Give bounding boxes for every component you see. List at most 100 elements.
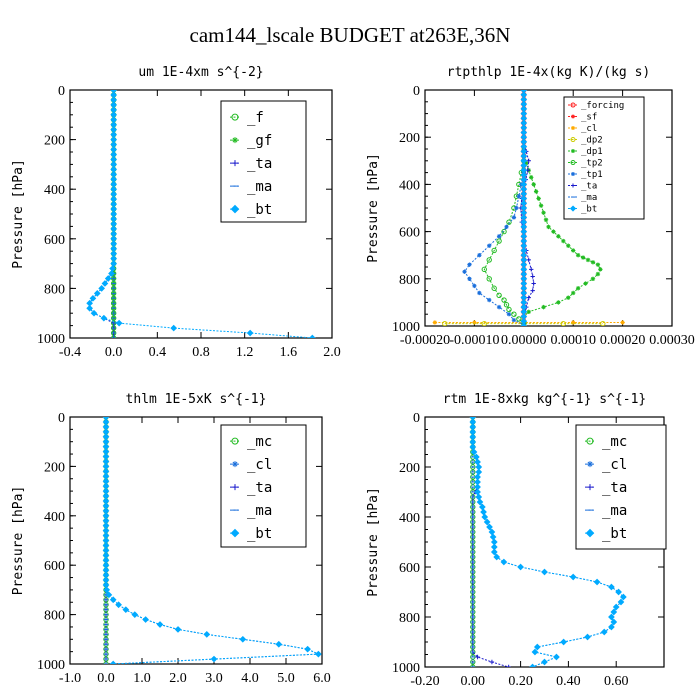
panel-4-point-bt	[615, 588, 622, 596]
panel-1-xtick-label: 0.0	[105, 345, 123, 360]
panel-3-legend-marker	[232, 484, 238, 491]
panel-2-point-cl	[472, 320, 477, 325]
panel-2-point-tp1	[511, 215, 517, 220]
panel-2-point-dp1	[531, 182, 536, 187]
panel-2-point-tp1	[467, 262, 472, 267]
panel-2-legend-label: _bt	[581, 205, 597, 215]
panel-4-xtick-label: -0.20	[410, 674, 439, 689]
panel-2-point-tp1	[487, 243, 492, 248]
panel-3-point-bt	[115, 601, 122, 609]
panel-2-point-dp1	[598, 267, 603, 272]
panel-2-legend-label: _cl	[581, 124, 597, 134]
panel-3-xtick-label: 5.0	[277, 671, 295, 686]
panel-2-legend	[563, 96, 645, 220]
panel-1-point-bt	[98, 285, 106, 292]
panel-2-ytick-label: 400	[399, 178, 420, 193]
panel-3-point-bt	[131, 611, 139, 618]
panel-2-xtick-label: 0.00000	[501, 333, 547, 348]
panel-3-point-bt	[156, 621, 164, 628]
panel-4-point-bt	[474, 488, 481, 496]
panel-2-point-dp1	[526, 309, 531, 315]
panel-2-point-dp1	[524, 160, 529, 166]
panel-2-point-tp2	[491, 247, 497, 254]
panel-3-point-bt	[315, 650, 322, 658]
panel-1-point-bt	[90, 309, 98, 317]
panel-2-point-dp2	[600, 320, 606, 326]
panel-1-legend-label: _ta	[247, 156, 272, 172]
panel-1-xtick-label: 0.4	[149, 345, 167, 360]
panel-2-legend-label: _ma	[581, 193, 597, 203]
panel-2-series-dp1-line	[523, 141, 601, 317]
panel-4-ytick-label: 0	[413, 411, 420, 426]
panel-4-legend-label: _ma	[602, 503, 627, 519]
panel-2-xtick-label: 0.00010	[550, 333, 596, 348]
panel-4-legend-label: _bt	[602, 526, 627, 542]
panel-3-point-bt	[109, 596, 117, 604]
panel-2-point-ta	[530, 274, 535, 279]
panel-4-point-bt	[479, 503, 486, 511]
panel-2-point-tp1	[511, 317, 517, 323]
panel-2-point-dp1	[556, 234, 561, 239]
panel-2-point-bt	[520, 322, 528, 326]
panel-2-point-tp2	[503, 302, 510, 308]
panel-4-point-bt	[517, 563, 524, 571]
panel-4-point-bt	[490, 548, 498, 556]
panel-1-point-bt	[309, 334, 316, 338]
panel-3: thlm 1E-5xK s^{-1} Pressure [hPa] 0 200 400 6…	[11, 392, 331, 686]
panel-2-legend-label: _dp1	[581, 147, 603, 157]
panel-2-ytick-label: 0	[413, 84, 420, 99]
panel-2-point-tp2	[516, 316, 522, 322]
panel-4-series-group	[469, 417, 627, 667]
panel-2-point-dp1	[546, 224, 551, 230]
panel-3-ytick-label: 200	[44, 460, 65, 475]
panel-2-point-dp1	[556, 300, 561, 305]
panel-2-point-dp1	[583, 281, 588, 286]
panel-2-legend-label: _tp2	[581, 159, 603, 169]
panel-2-point-tp2	[481, 266, 487, 273]
panel-1-legend-marker	[232, 137, 238, 144]
panel-4-point-ta	[506, 664, 511, 667]
panel-4-xtick-label: 0.40	[556, 674, 581, 689]
panel-2-xtick-label: -0.00010	[449, 333, 499, 348]
panel-4-point-bt	[483, 518, 491, 526]
panel-2-ytick-label: 1000	[392, 320, 420, 335]
panel-4-point-bt	[541, 568, 548, 576]
panel-4-point-bt	[486, 523, 493, 531]
panel-2-point-dp1	[566, 295, 571, 300]
panel-1-point-bt	[170, 324, 178, 332]
panel-3-legend-label: _ma	[247, 503, 272, 519]
panel-3-legend-label: _cl	[247, 457, 272, 473]
panel-2-legend-marker	[569, 205, 577, 212]
panel-4-ytick-label: 1000	[392, 661, 420, 676]
panel-2-point-dp2	[442, 320, 448, 326]
panel-4-point-ta	[475, 654, 480, 660]
panel-1-point-bt	[109, 265, 116, 272]
panel-4-ylabel: Pressure [hPa]	[366, 487, 381, 597]
panel-2-point-tp1	[472, 283, 477, 289]
panel-2-point-dp1	[566, 243, 571, 248]
panel-4-point-bt	[476, 498, 484, 506]
panel-4-point-bt	[620, 593, 627, 601]
panel-2-point-tp1	[496, 304, 502, 310]
panel-2-point-tp1	[467, 276, 472, 281]
panel-3-legend-marker	[230, 528, 240, 538]
panel-4-ytick-label: 400	[399, 511, 420, 526]
panel-3-point-bt	[239, 635, 247, 643]
panel-4-ytick-label: 600	[399, 561, 420, 576]
panel-2-legend-marker	[570, 137, 576, 143]
panel-2-point-dp1	[541, 304, 546, 310]
panel-4-point-bt	[610, 618, 618, 626]
panel-1-legend-marker	[232, 160, 238, 167]
panel-2-point-tp2	[486, 257, 492, 263]
panel-4-point-bt	[610, 608, 618, 616]
panel-1-ytick-label: 600	[44, 233, 65, 248]
panel-3-series-group	[102, 417, 322, 664]
panel-1-ylabel: Pressure [hPa]	[11, 159, 26, 269]
panel-2-point-ta	[526, 158, 531, 163]
panel-1-series-group	[86, 90, 316, 338]
panel-4-legend-marker	[587, 461, 593, 468]
panel-1-ytick-label: 800	[44, 282, 65, 297]
panel-2-point-dp1	[561, 238, 566, 244]
panel-2-point-cl	[432, 320, 438, 325]
panel-3-xtick-label: -1.0	[59, 671, 81, 686]
